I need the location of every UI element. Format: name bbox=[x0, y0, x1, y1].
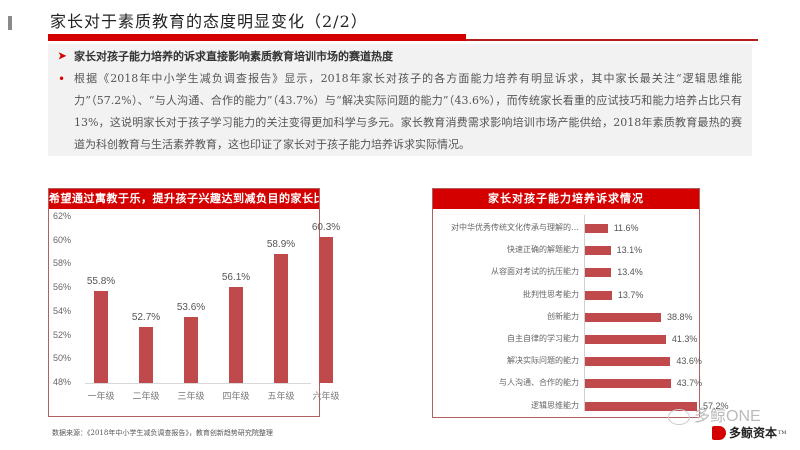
bar-row: 解决实际问题的能力 43.6% bbox=[433, 354, 702, 368]
plot-area: 对中华优秀传统文化传承与理解的… 11.6% 快速正确的解题能力 13.1% 从容面对考… bbox=[433, 209, 729, 417]
bar-row: 逻辑思维能力 57.2% bbox=[433, 399, 729, 413]
chart-title: 希望通过寓教于乐，提升孩子兴趣达到减负目的家长比例 bbox=[49, 189, 319, 209]
wechat-icon bbox=[668, 408, 690, 425]
bar-row: 从容面对考试的抗压能力 13.4% bbox=[433, 265, 699, 279]
category-label: 对中华优秀传统文化传承与理解的… bbox=[451, 223, 579, 232]
source-note: 数据来源：《2018年中小学生减负调查报告》，教育创新趋势研究院整理 bbox=[52, 429, 273, 437]
bar-value-label: 13.1% bbox=[616, 245, 643, 256]
y-tick-label: 50% bbox=[53, 353, 72, 364]
x-axis-line bbox=[85, 383, 311, 384]
x-category-label: 五年级 bbox=[267, 392, 295, 402]
bar bbox=[184, 316, 198, 383]
bar-row: 创新能力 38.8% bbox=[433, 310, 699, 324]
x-category-label: 六年级 bbox=[312, 392, 340, 402]
watermark: 多鲸ONE bbox=[668, 402, 761, 426]
summary-box: ➤ 家长对孩子能力培养的诉求直接影响素质教育培训市场的赛道热度 • 根据《201… bbox=[48, 44, 752, 156]
page-title: 家长对于素质教育的态度明显变化（2/2） bbox=[50, 12, 368, 31]
summary-heading: 家长对孩子能力培养的诉求直接影响素质教育培训市场的赛道热度 bbox=[74, 50, 393, 63]
bar bbox=[585, 379, 671, 389]
bar-row: 快速正确的解题能力 13.1% bbox=[433, 243, 699, 257]
bar-value-label: 58.9% bbox=[266, 238, 296, 250]
y-tick-label: 56% bbox=[53, 282, 72, 293]
summary-paragraph: 根据《2018年中小学生减负调查报告》显示，2018年家长对孩子的各方面能力培养… bbox=[74, 72, 742, 151]
bar-value-label: 43.7% bbox=[676, 378, 703, 389]
bar-row: 对中华优秀传统文化传承与理解的… 11.6% bbox=[433, 221, 699, 235]
bar bbox=[585, 290, 612, 300]
category-label: 自主自律的学习能力 bbox=[507, 334, 579, 343]
x-category-label: 二年级 bbox=[132, 392, 160, 402]
bar-value-label: 13.7% bbox=[617, 289, 644, 300]
trademark: TM bbox=[778, 429, 787, 436]
bar-row: 与人沟通、合作的能力 43.7% bbox=[433, 376, 702, 390]
bar-value-label: 43.6% bbox=[676, 356, 702, 367]
bar-value-label: 57.2% bbox=[703, 400, 729, 411]
bar bbox=[585, 312, 661, 322]
x-category-label: 三年级 bbox=[177, 392, 205, 402]
chart-title: 家长对孩子能力培养诉求情况 bbox=[433, 189, 699, 209]
ability-demand-chart: 家长对孩子能力培养诉求情况 对中华优秀传统文化传承与理解的… 11.6% 快速正确的… bbox=[432, 188, 729, 418]
x-category-label: 一年级 bbox=[87, 392, 115, 402]
title-underline-thin bbox=[466, 39, 758, 41]
bar-value-label: 11.6% bbox=[613, 223, 639, 233]
brand-d-icon bbox=[712, 425, 726, 440]
bar bbox=[585, 335, 666, 344]
bar-value-label: 55.8% bbox=[86, 275, 116, 287]
bar bbox=[94, 290, 108, 383]
y-tick-label: 60% bbox=[53, 234, 72, 245]
bar-value-label: 41.3% bbox=[671, 334, 698, 344]
bar bbox=[229, 286, 243, 383]
brand-name: 多鲸资本 bbox=[729, 426, 778, 440]
x-category-label: 四年级 bbox=[222, 392, 250, 402]
y-tick-label: 54% bbox=[53, 305, 72, 316]
category-label: 逻辑思维能力 bbox=[531, 400, 579, 410]
bar-value-label: 52.7% bbox=[131, 312, 161, 324]
bar bbox=[585, 246, 611, 256]
y-tick-label: 48% bbox=[53, 377, 72, 387]
bar-value-label: 56.1% bbox=[221, 271, 251, 283]
arrow-right-icon: ➤ bbox=[58, 50, 67, 62]
watermark-text: 多鲸ONE bbox=[694, 408, 761, 425]
bar bbox=[585, 401, 697, 411]
bar-value-label: 38.8% bbox=[666, 311, 693, 322]
side-marker bbox=[8, 16, 12, 30]
category-label: 从容面对考试的抗压能力 bbox=[491, 267, 579, 277]
bar bbox=[585, 357, 671, 367]
summary-heading-row: ➤ 家长对孩子能力培养的诉求直接影响素质教育培训市场的赛道热度 bbox=[58, 48, 742, 64]
y-tick-label: 58% bbox=[53, 258, 72, 269]
bar-value-label: 13.4% bbox=[617, 267, 643, 278]
grade-ratio-chart: 希望通过寓教于乐，提升孩子兴趣达到减负目的家长比例 62% 60% 58% 56% 54… bbox=[48, 188, 340, 417]
category-label: 创新能力 bbox=[547, 311, 579, 321]
bar bbox=[319, 237, 333, 383]
category-label: 批判性思考能力 bbox=[523, 289, 579, 299]
bar-row: 自主自律的学习能力 41.3% bbox=[433, 332, 699, 346]
bar bbox=[585, 224, 608, 233]
category-label: 与人沟通、合作的能力 bbox=[499, 378, 579, 388]
brand-logo: 多鲸资本 TM bbox=[712, 424, 786, 441]
category-label: 快速正确的解题能力 bbox=[507, 245, 579, 255]
bar bbox=[585, 268, 612, 278]
bullet-icon: • bbox=[58, 72, 66, 86]
bar-value-label: 60.3% bbox=[311, 222, 341, 234]
bar-row: 批判性思考能力 13.7% bbox=[433, 288, 699, 302]
category-axis bbox=[584, 215, 585, 411]
bar bbox=[274, 253, 288, 383]
summary-paragraph-row: • 根据《2018年中小学生减负调查报告》显示，2018年家长对孩子的各方面能力… bbox=[58, 68, 742, 156]
y-tick-label: 62% bbox=[53, 211, 72, 221]
category-label: 解决实际问题的能力 bbox=[507, 356, 579, 366]
bar-value-label: 53.6% bbox=[176, 301, 206, 313]
bar bbox=[139, 327, 153, 383]
y-tick-label: 52% bbox=[53, 329, 72, 340]
title-underline-thick bbox=[48, 34, 466, 41]
plot-area: 62% 60% 58% 56% 54% 52% 50% 48% 55.8% 一年级 52.7% 二年级… bbox=[49, 209, 340, 416]
